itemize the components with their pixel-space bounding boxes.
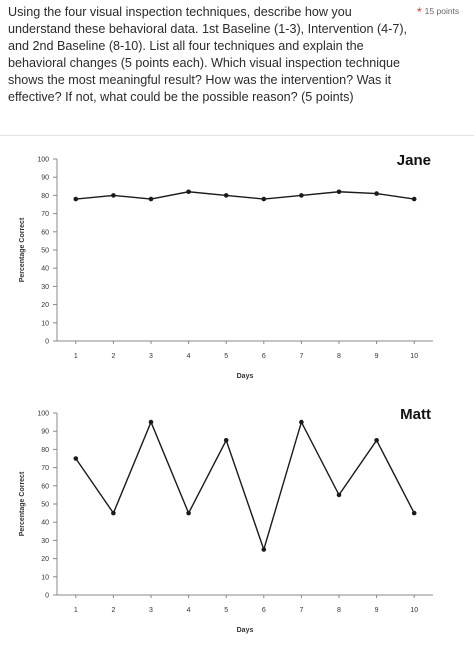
y-tick-label: 0 <box>45 339 49 346</box>
data-point <box>223 438 229 443</box>
points-indicator: * 15 points <box>417 5 459 19</box>
data-point <box>111 510 116 516</box>
x-tick-label: 3 <box>149 607 153 614</box>
data-point <box>148 196 154 202</box>
x-tick-label: 9 <box>375 607 379 614</box>
x-tick-label: 2 <box>111 353 115 360</box>
data-point <box>148 419 154 425</box>
y-tick-label: 70 <box>41 465 49 472</box>
x-tick-label: 7 <box>299 353 303 360</box>
data-point <box>336 189 342 195</box>
data-point <box>73 456 79 461</box>
x-tick-label: 3 <box>149 353 153 360</box>
y-tick-label: 80 <box>41 193 49 200</box>
x-tick-label: 8 <box>337 607 341 614</box>
data-point <box>261 196 267 202</box>
data-point <box>186 510 191 516</box>
x-tick-label: 4 <box>187 607 191 614</box>
data-point <box>374 191 379 196</box>
y-tick-label: 0 <box>45 593 49 600</box>
chart-jane: 0 10 20 30 40 50 60 70 80 90 100 1 2 3 4 5 6 7 8 9 10 Days Per… <box>19 152 433 380</box>
data-point <box>299 419 304 425</box>
x-tick-label: 10 <box>410 607 418 614</box>
y-tick-label: 60 <box>41 229 49 236</box>
y-tick-label: 90 <box>41 175 49 182</box>
data-point <box>261 547 267 552</box>
x-tick-label: 6 <box>262 607 266 614</box>
data-point <box>299 193 304 198</box>
y-tick-label: 50 <box>41 248 49 255</box>
y-tick-label: 20 <box>41 302 49 309</box>
y-axis-title: Percentage Correct <box>19 471 26 536</box>
chart-matt: 0 10 20 30 40 50 60 70 80 90 100 1 2 3 4 5 6 7 8 9 10 Days Per… <box>19 406 433 634</box>
x-tick-label: 5 <box>224 607 228 614</box>
data-point <box>336 492 342 498</box>
data-point <box>73 196 79 202</box>
chart-title: Jane <box>397 152 431 169</box>
x-axis-title: Days <box>237 627 254 634</box>
x-tick-label: 10 <box>410 353 418 360</box>
x-tick-label: 7 <box>299 607 303 614</box>
data-point <box>186 189 191 195</box>
x-tick-label: 2 <box>111 607 115 614</box>
chart-title: Matt <box>400 406 431 423</box>
x-tick-label: 4 <box>187 353 191 360</box>
x-tick-label: 6 <box>262 353 266 360</box>
question-text: Using the four visual inspection techniq… <box>8 5 408 104</box>
x-tick-label: 1 <box>74 353 78 360</box>
data-point <box>111 193 116 198</box>
y-tick-label: 100 <box>37 157 49 164</box>
x-axis-title: Days <box>237 373 254 380</box>
series-line-jane <box>75 191 415 200</box>
y-tick-label: 10 <box>41 574 49 581</box>
y-tick-label: 70 <box>41 211 49 218</box>
data-point <box>411 510 417 516</box>
points-label: 15 points <box>424 6 460 16</box>
y-tick-label: 10 <box>41 320 49 327</box>
x-tick-label: 5 <box>224 353 228 360</box>
data-point <box>223 193 229 198</box>
data-point <box>374 438 379 443</box>
y-tick-label: 60 <box>41 483 49 490</box>
divider <box>0 135 474 136</box>
y-tick-label: 80 <box>41 447 49 454</box>
y-tick-label: 20 <box>41 556 49 563</box>
x-tick-label: 8 <box>337 353 341 360</box>
y-tick-label: 50 <box>41 502 49 509</box>
data-point <box>411 196 417 202</box>
y-axis-title: Percentage Correct <box>19 217 26 282</box>
x-tick-label: 9 <box>375 353 379 360</box>
y-tick-label: 40 <box>41 520 49 527</box>
x-tick-label: 1 <box>74 607 78 614</box>
y-tick-label: 100 <box>37 411 49 418</box>
y-tick-label: 90 <box>41 429 49 436</box>
y-tick-label: 30 <box>41 284 49 291</box>
series-line-matt <box>75 420 415 552</box>
required-star-icon: * <box>417 5 422 19</box>
y-tick-label: 40 <box>41 266 49 273</box>
y-tick-label: 30 <box>41 538 49 545</box>
